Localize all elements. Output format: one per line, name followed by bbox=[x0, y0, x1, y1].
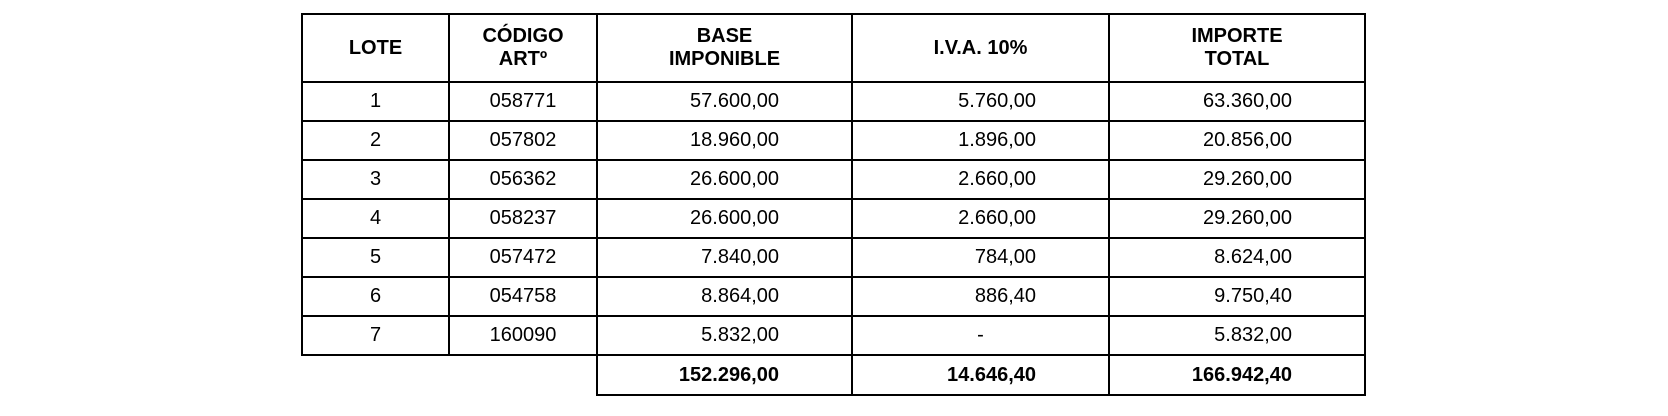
table-cell: 784,00 bbox=[851, 237, 1110, 278]
column-header: BASE IMPONIBLE bbox=[596, 13, 853, 83]
table-cell: 7 bbox=[301, 315, 450, 356]
table-cell: 5 bbox=[301, 237, 450, 278]
header-row: LOTE CÓDIGO ARTº BASE IMPONIBLE I.V.A. 10% I… bbox=[301, 13, 1366, 83]
table-cell: 3 bbox=[301, 159, 450, 200]
total-iva: 14.646,40 bbox=[851, 354, 1110, 396]
table-cell: 2.660,00 bbox=[851, 198, 1110, 239]
table-row: 4 058237 26.600,00 2.660,00 29.260,00 bbox=[301, 198, 1366, 239]
table-cell: 18.960,00 bbox=[596, 120, 853, 161]
table-cell: 5.832,00 bbox=[1108, 315, 1366, 356]
table-cell: 20.856,00 bbox=[1108, 120, 1366, 161]
table-cell: 8.864,00 bbox=[596, 276, 853, 317]
table-row: 6 054758 8.864,00 886,40 9.750,40 bbox=[301, 276, 1366, 317]
table-cell: 2.660,00 bbox=[851, 159, 1110, 200]
table-cell: 160090 bbox=[448, 315, 598, 356]
column-header: IMPORTE TOTAL bbox=[1108, 13, 1366, 83]
table-cell: 1.896,00 bbox=[851, 120, 1110, 161]
table-cell: 5.832,00 bbox=[596, 315, 853, 356]
table-cell: 5.760,00 bbox=[851, 81, 1110, 122]
table-cell: 63.360,00 bbox=[1108, 81, 1366, 122]
table-row: 2 057802 18.960,00 1.896,00 20.856,00 bbox=[301, 120, 1366, 161]
totals-row: 152.296,00 14.646,40 166.942,40 bbox=[302, 354, 1366, 396]
table-cell: 4 bbox=[301, 198, 450, 239]
table-row: 1 058771 57.600,00 5.760,00 63.360,00 bbox=[301, 81, 1366, 122]
table-cell: 056362 bbox=[448, 159, 598, 200]
table-cell: 29.260,00 bbox=[1108, 198, 1366, 239]
table-cell: 9.750,40 bbox=[1108, 276, 1366, 317]
empty-cell bbox=[302, 355, 597, 395]
total-total: 166.942,40 bbox=[1108, 354, 1366, 396]
table-row: 7 160090 5.832,00-5.832,00 bbox=[301, 315, 1366, 356]
table-cell: 2 bbox=[301, 120, 450, 161]
table-cell: - bbox=[851, 315, 1110, 356]
table-cell: 57.600,00 bbox=[596, 81, 853, 122]
invoice-lots-table: LOTE CÓDIGO ARTº BASE IMPONIBLE I.V.A. 10% I… bbox=[301, 13, 1366, 396]
table-cell: 054758 bbox=[448, 276, 598, 317]
table-cell: 057802 bbox=[448, 120, 598, 161]
table-cell: 057472 bbox=[448, 237, 598, 278]
table-cell: 26.600,00 bbox=[596, 159, 853, 200]
table-cell: 26.600,00 bbox=[596, 198, 853, 239]
table-cell: 058237 bbox=[448, 198, 598, 239]
table-cell: 886,40 bbox=[851, 276, 1110, 317]
column-header: LOTE bbox=[301, 13, 450, 83]
table-cell: 1 bbox=[301, 81, 450, 122]
table-cell: 7.840,00 bbox=[596, 237, 853, 278]
table-row: 5 057472 7.840,00 784,00 8.624,00 bbox=[301, 237, 1366, 278]
table-row: 3 056362 26.600,00 2.660,00 29.260,00 bbox=[301, 159, 1366, 200]
table-cell: 29.260,00 bbox=[1108, 159, 1366, 200]
table-cell: 8.624,00 bbox=[1108, 237, 1366, 278]
column-header: I.V.A. 10% bbox=[851, 13, 1110, 83]
table-cell: 058771 bbox=[448, 81, 598, 122]
total-base: 152.296,00 bbox=[596, 354, 853, 396]
column-header: CÓDIGO ARTº bbox=[448, 13, 598, 83]
table-cell: 6 bbox=[301, 276, 450, 317]
